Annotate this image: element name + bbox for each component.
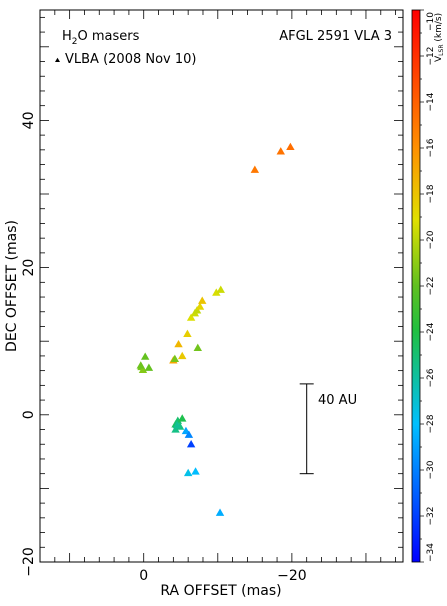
colorbar-tick-label: −22 [426,277,436,296]
scale-bar-label: 40 AU [318,393,357,408]
colorbar-tick-label: −28 [426,414,436,433]
plot-frame [39,9,404,563]
x-tick-label: 0 [139,568,148,584]
colorbar-label: VLSR (km/s) [434,13,445,62]
y-tick-label: −20 [21,547,37,577]
data-point [173,416,182,424]
data-point [250,165,260,173]
x-axis-label: RA OFFSET (mas) [160,583,281,599]
data-point [186,313,196,321]
data-point [184,430,194,438]
colorbar-tick-label: −14 [426,92,436,111]
data-point [138,365,148,374]
colorbar-tick-label: −32 [426,507,436,526]
y-tick-label: 20 [21,259,37,277]
y-tick-label: 40 [21,111,37,129]
colorbar-tick-label: −12 [426,47,436,66]
x-tick-label: −20 [277,568,307,584]
data-point [136,361,145,369]
colorbar-ticks: −32 −30 −28 −26 −24 −22 −20 −18 −16 −14 −12 −10 −34 [420,9,436,563]
legend-marker [55,57,60,62]
data-point [170,354,180,363]
colorbar-tick-label: −10 [426,12,436,31]
data-point [198,296,207,304]
data-point [212,288,221,296]
chart-subtitle: H2O masers [62,29,140,47]
axis-tick-labels: 0 −20 −20 0 20 40 [21,111,307,584]
data-point [186,440,196,448]
data-point [178,351,187,360]
data-point [191,467,200,475]
data-point [174,339,183,348]
data-point [183,329,192,337]
colorbar-tick-label: −30 [426,460,436,479]
data-point [144,363,154,371]
y-axis-label: DEC OFFSET (mas) [4,220,20,352]
legend-label: VLBA (2008 Nov 10) [65,52,197,67]
data-point [183,468,193,477]
data-point [193,343,202,351]
y-tick-label: 0 [21,410,37,419]
data-point [276,147,285,155]
data-point [195,302,205,310]
data-point [171,425,180,433]
colorbar [411,9,421,563]
data-point [178,414,187,422]
data-point [140,352,150,360]
data-point [216,285,225,293]
colorbar-tick-label: −34 [426,543,436,562]
colorbar-tick-label: −26 [426,368,436,387]
colorbar-tick-label: −24 [426,322,436,341]
data-point [192,306,202,314]
legend: VLBA (2008 Nov 10) [55,52,197,67]
colorbar-tick-label: −20 [426,230,436,249]
chart-title: AFGL 2591 VLA 3 [279,29,392,44]
colorbar-tick-label: −18 [426,184,436,203]
axis-ticks [40,10,403,563]
scale-bar [299,383,314,475]
data-point [215,508,225,516]
data-points [136,142,295,516]
data-point [286,142,295,151]
data-point [172,420,182,429]
colorbar-tick-label: −16 [426,138,436,157]
